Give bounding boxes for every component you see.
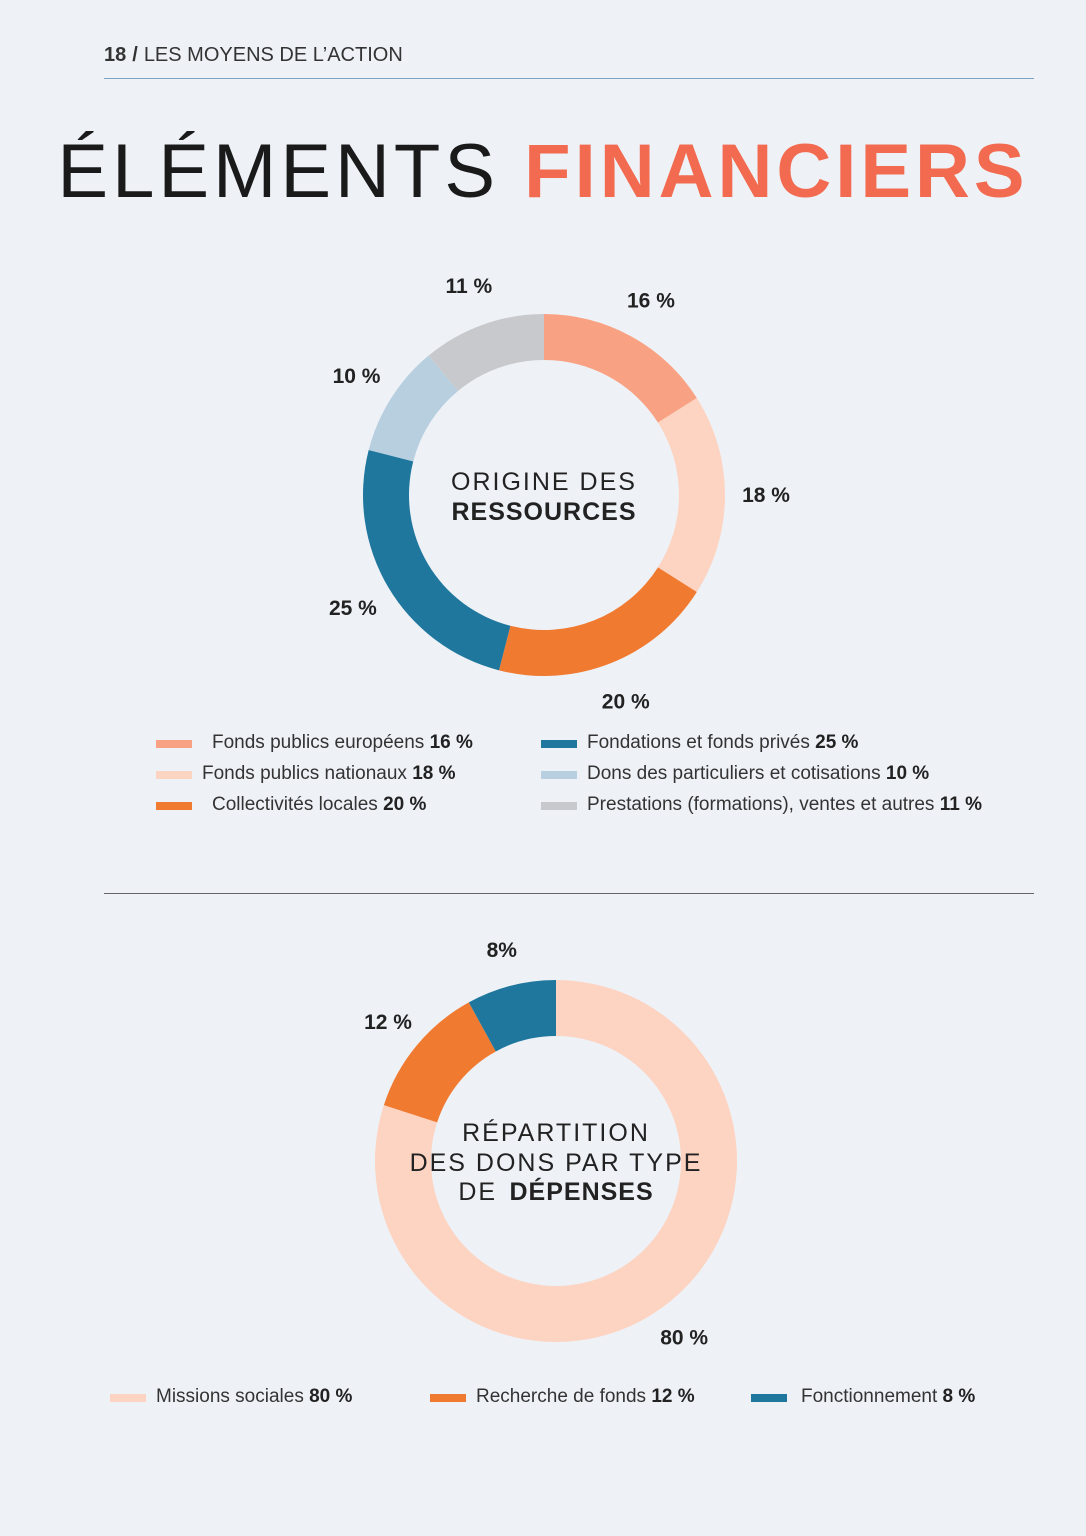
legend-swatch xyxy=(430,1394,466,1402)
donut2-center-label: RÉPARTITION DES DONS PAR TYPE DE DÉPENSE… xyxy=(410,1118,703,1206)
legend-text: Prestations (formations), ventes et autr… xyxy=(587,793,982,817)
legend-value: 16 % xyxy=(429,732,473,753)
legend-text: Collectivités locales 20 % xyxy=(212,793,426,817)
legend-value: 10 % xyxy=(885,763,930,784)
legend-value: 20 % xyxy=(383,794,427,815)
legend-text: Fonds publics nationaux 18 % xyxy=(202,762,456,786)
legend-label: Dons des particuliers et cotisations xyxy=(587,763,881,784)
slice-value-label: 11 % xyxy=(445,275,492,298)
legend-value: 11 % xyxy=(939,794,982,815)
page-number: 18 xyxy=(104,44,127,66)
legend-value: 12 % xyxy=(651,1386,695,1407)
legend-text: Fonds publics européens 16 % xyxy=(212,731,473,755)
donut1-center-line2: RESSOURCES xyxy=(451,498,636,526)
legend-swatch xyxy=(156,771,192,779)
donut2-center-line3-prefix: DE xyxy=(458,1178,497,1206)
donut1-center-line1: ORIGINE DES xyxy=(451,468,637,496)
legend-text: Missions sociales 80 % xyxy=(156,1385,352,1409)
page-header: 18/LES MOYENS DE L’ACTION xyxy=(104,44,1034,79)
donut2-center-line3: DE DÉPENSES xyxy=(458,1177,653,1206)
legend-value: 25 % xyxy=(815,732,859,753)
donut-slice xyxy=(368,355,458,462)
legend-text: Fonctionnement 8 % xyxy=(801,1385,975,1409)
legend-label: Missions sociales xyxy=(156,1386,304,1407)
donut-repartition-depenses: 80 % 12 % 8% xyxy=(364,939,737,1349)
section-title: LES MOYENS DE L’ACTION xyxy=(143,44,403,66)
legend-text: Dons des particuliers et cotisations 10 … xyxy=(587,762,929,786)
legend-label: Fonds publics nationaux xyxy=(202,763,407,784)
title-part1: ÉLÉMENTS xyxy=(57,129,500,214)
legend-value: 18 % xyxy=(412,763,456,784)
donut-slice xyxy=(374,980,737,1342)
donut-slice xyxy=(363,449,511,671)
slice-value-label: 80 % xyxy=(660,1326,708,1349)
slice-value-label: 18 % xyxy=(742,484,790,507)
legend-swatch xyxy=(751,1394,787,1402)
header-separator: / xyxy=(132,44,138,66)
donut-slice xyxy=(383,1002,496,1123)
legend-label: Fonds publics européens xyxy=(212,732,425,753)
donut1-center-label: ORIGINE DES RESSOURCES xyxy=(451,468,637,526)
page-title: ÉLÉMENTS FINANCIERS xyxy=(0,128,1086,215)
donut-origine-ressources: 16 % 18 % 20 % 25 % 10 % 11 % xyxy=(329,275,790,713)
donut2-center-line1: RÉPARTITION xyxy=(462,1118,650,1147)
donut-slice xyxy=(468,980,556,1052)
legend-label: Recherche de fonds xyxy=(476,1386,647,1407)
legend-label: Fonctionnement xyxy=(801,1386,938,1407)
slice-value-label: 16 % xyxy=(627,289,675,312)
legend-label: Collectivités locales xyxy=(212,794,378,815)
donut-slice xyxy=(428,314,544,391)
legend-label: Fondations et fonds privés xyxy=(587,732,810,753)
legend-swatch xyxy=(156,740,192,748)
legend-swatch xyxy=(156,802,192,810)
section-divider xyxy=(104,893,1034,894)
legend-swatch xyxy=(541,771,577,779)
legend-label: Prestations (formations), ventes et autr… xyxy=(587,794,935,815)
legend-text: Recherche de fonds 12 % xyxy=(476,1385,695,1409)
donut-slice xyxy=(544,314,697,423)
donut-slice xyxy=(498,567,697,677)
slice-value-label: 10 % xyxy=(333,365,381,388)
slice-value-label: 25 % xyxy=(329,597,377,620)
slice-value-label: 20 % xyxy=(602,690,650,713)
donut2-center-line2: DES DONS PAR TYPE xyxy=(410,1149,703,1177)
slice-value-label: 12 % xyxy=(364,1011,412,1034)
legend-swatch xyxy=(541,802,577,810)
legend-value: 8 % xyxy=(942,1386,976,1407)
legend-swatch xyxy=(541,740,577,748)
donut2-center-line3-bold: DÉPENSES xyxy=(510,1177,654,1206)
title-part2: FINANCIERS xyxy=(524,129,1029,214)
donut-slice xyxy=(657,398,726,592)
legend-value: 80 % xyxy=(309,1386,353,1407)
slice-value-label: 8% xyxy=(487,939,518,962)
legend-swatch xyxy=(110,1394,146,1402)
legend-text: Fondations et fonds privés 25 % xyxy=(587,731,858,755)
